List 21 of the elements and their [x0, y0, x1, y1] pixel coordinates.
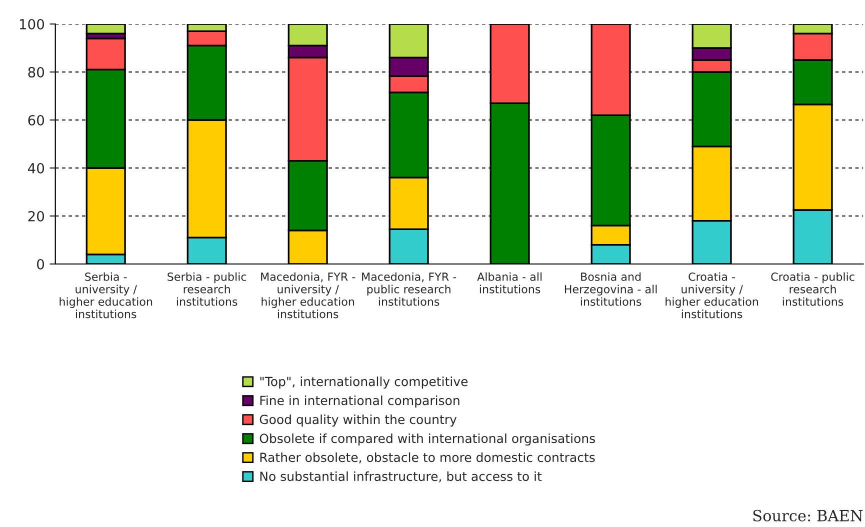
legend-label: Fine in international comparison — [260, 396, 460, 408]
x-tick-label: Serbia - university / higher education institutions — [60, 272, 152, 318]
y-tick-label: 40 — [28, 162, 44, 174]
x-tick-label: Albania - all institutions — [477, 272, 542, 294]
source-note: Source: BAEN — [753, 510, 863, 522]
legend-label: Good quality within the country — [260, 414, 457, 427]
y-tick-label: 0 — [37, 258, 44, 270]
y-tick-label: 20 — [28, 210, 44, 222]
x-tick-label: Macedonia, FYR - university / higher education institutions — [261, 272, 356, 318]
legend-label: No substantial infrastructure, but access to it — [260, 471, 542, 482]
x-tick-label: Croatia - university / higher education institutions — [666, 272, 758, 318]
y-tick-label: 80 — [28, 66, 44, 78]
x-tick-label: Macedonia, FYR - public research institutions — [362, 272, 456, 306]
y-tick-label: 100 — [20, 18, 44, 30]
x-tick-label: Serbia - public research institutions — [168, 272, 246, 306]
y-tick-label: 60 — [28, 114, 44, 126]
legend-label: "Top", internationally competitive — [260, 376, 468, 389]
legend-label: Obsolete if compared with international organisations — [260, 433, 595, 446]
x-tick-label: Bosnia and Herzegovina - all institutions — [564, 272, 657, 306]
x-tick-label: Croatia - public research institutions — [771, 272, 854, 306]
legend-label: Rather obsolete, obstacle to more domestic contracts — [260, 452, 595, 464]
